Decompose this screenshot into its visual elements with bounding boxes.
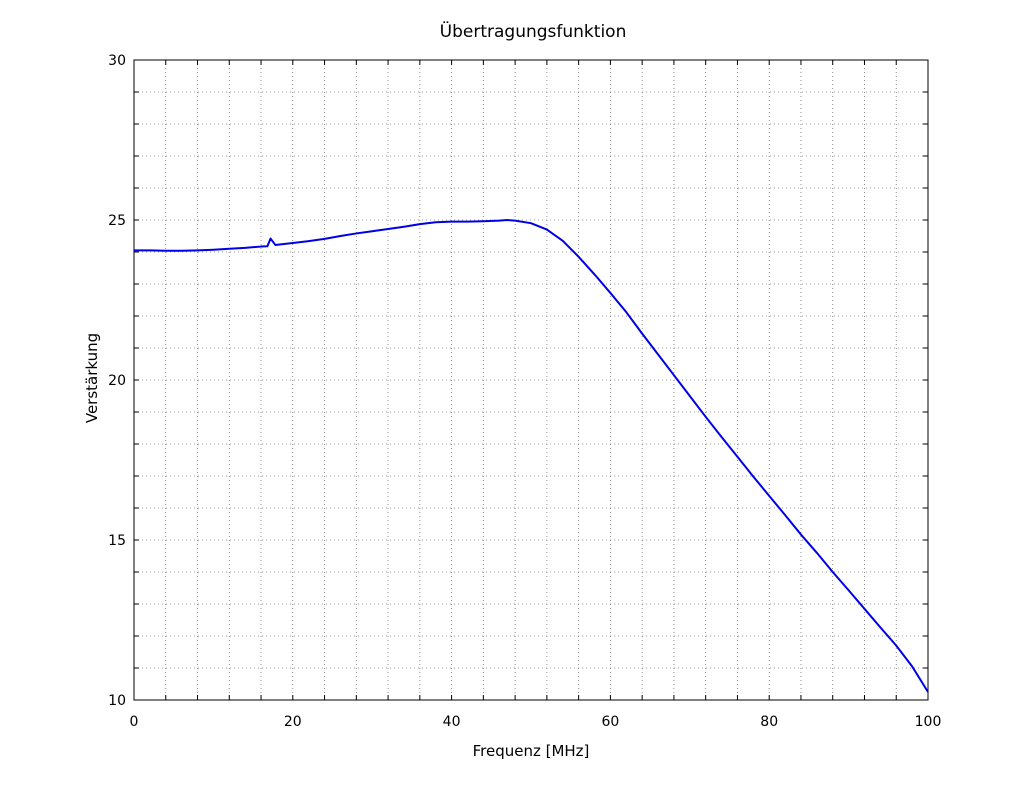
x-tick-label: 20 [284,714,302,730]
series-layer [134,219,929,693]
x-tick-label: 40 [443,714,461,730]
chart-title: Übertragungsfunktion [440,20,627,42]
x-axis-title: Frequenz [MHz] [473,742,590,760]
x-tick-label: 0 [130,714,139,730]
x-tick-label: 100 [915,714,942,730]
y-tick-label: 30 [108,53,126,69]
grid [134,60,928,700]
y-tick-label: 10 [108,693,126,709]
x-tick-label: 80 [760,714,778,730]
tick-labels: 0 20 40 60 80 100 10 15 20 25 30 [108,53,941,730]
y-tick-label: 15 [108,533,126,549]
plot-frame [133,59,929,701]
series-line [134,219,929,693]
x-tick-label: 60 [601,714,619,730]
y-axis-title: Verstärkung [83,333,101,423]
y-tick-label: 25 [108,213,126,229]
y-tick-label: 20 [108,373,126,389]
